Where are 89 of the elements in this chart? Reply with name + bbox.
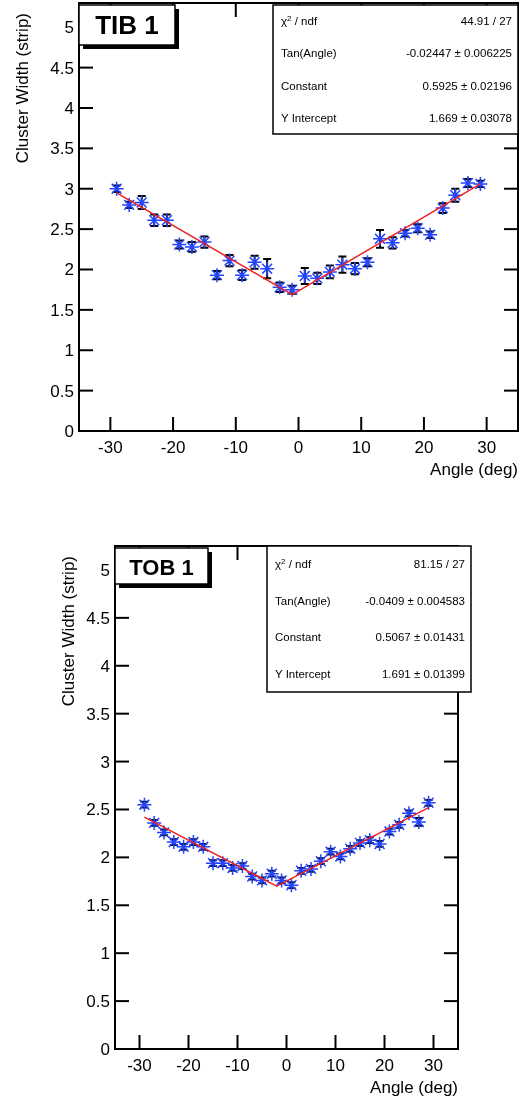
x-tick-label: 30 [424,1056,443,1075]
point [322,843,339,860]
point [401,805,417,822]
annotation: 0.5067 ± 0.01431 [375,631,465,644]
y-tick-label: 2.5 [86,800,110,820]
point [234,858,251,874]
point [136,796,153,813]
point [283,877,300,893]
annotation: χ$^{2}$ / ndf [275,556,312,571]
annotation: 1.669 ± 0.03078 [428,111,512,124]
point [273,872,290,889]
y-axis-title: Cluster Width (strip) [59,556,78,707]
x-axis-title: Angle (deg) [370,1078,458,1097]
y-tick-label: 3 [100,752,110,772]
annotation: -0.0409 ± 0.004583 [365,594,465,607]
point [420,795,437,811]
point [108,180,125,197]
annotation: 0.5925 ± 0.02196 [422,79,512,92]
point [175,839,192,855]
point [215,855,231,871]
y-tick-label: 0.5 [50,381,74,401]
x-tick-label: 30 [477,438,497,457]
y-tick-label: 2 [100,848,110,868]
x-axis-title: Angle (deg) [430,460,518,479]
point [362,832,378,848]
x-tick-label: -30 [98,438,123,457]
point [244,868,260,885]
point [166,834,182,850]
point [195,839,211,855]
y-tick-label: 4.5 [50,58,74,78]
y-tick-label: 3 [64,179,74,199]
chart-title: TIB 1 [95,10,159,40]
point [264,865,280,882]
point [156,824,172,841]
annotation: Y Intercept [275,667,332,680]
y-axis-title: Cluster Width (strip) [13,13,32,164]
annotation: Y Intercept [281,111,338,124]
y-tick-label: 3.5 [50,139,74,159]
point [293,863,309,879]
y-tick-label: 4 [64,98,74,118]
point [352,835,368,851]
y-tick-label: 3.5 [86,704,110,724]
annotation: Constant [281,79,328,92]
annotation: 81.15 / 27 [413,558,465,571]
point [224,860,241,876]
y-tick-label: 4 [100,656,110,676]
y-tick-label: 5 [100,560,110,580]
point [303,861,319,877]
point [371,836,388,852]
point [342,841,358,857]
y-tick-label: 2.5 [50,220,74,240]
y-tick-label: 5 [64,18,74,38]
y-tick-label: 0.5 [86,992,110,1012]
y-tick-label: 0 [100,1040,110,1059]
point [254,872,270,889]
x-tick-label: 10 [351,438,371,457]
x-tick-label: -10 [223,438,249,457]
y-tick-label: 2 [64,260,74,280]
annotation: 1.691 ± 0.01399 [381,667,465,680]
point [185,834,202,850]
annotation: 44.91 / 27 [460,15,512,28]
chart-title: TOB 1 [129,555,194,580]
point [332,848,349,865]
annotation: Tan(Angle) [281,47,337,60]
point [313,853,329,869]
point [422,227,438,243]
x-tick-label: 20 [375,1056,394,1075]
point [146,815,162,831]
annotation: -0.02447 ± 0.006225 [405,47,512,60]
x-tick-label: -20 [176,1056,201,1075]
y-tick-label: 1 [100,944,110,964]
annotation: Tan(Angle) [275,594,331,607]
y-tick-label: 1 [64,341,74,361]
x-tick-label: 20 [414,438,434,457]
annotation: χ$^{2}$ / ndf [281,13,318,28]
annotation: Constant [275,631,322,644]
y-tick-label: 4.5 [86,608,110,628]
x-tick-label: 0 [293,438,304,457]
x-tick-label: 10 [326,1056,345,1075]
y-tick-label: 0 [64,422,74,441]
y-tick-label: 1.5 [50,300,74,320]
y-tick-label: 1.5 [86,896,110,916]
x-tick-label: -10 [225,1056,250,1075]
x-tick-label: -20 [160,438,186,457]
x-tick-label: 0 [281,1056,292,1075]
x-tick-label: -30 [127,1056,152,1075]
point [381,823,398,840]
point [205,855,221,871]
point [391,817,407,833]
